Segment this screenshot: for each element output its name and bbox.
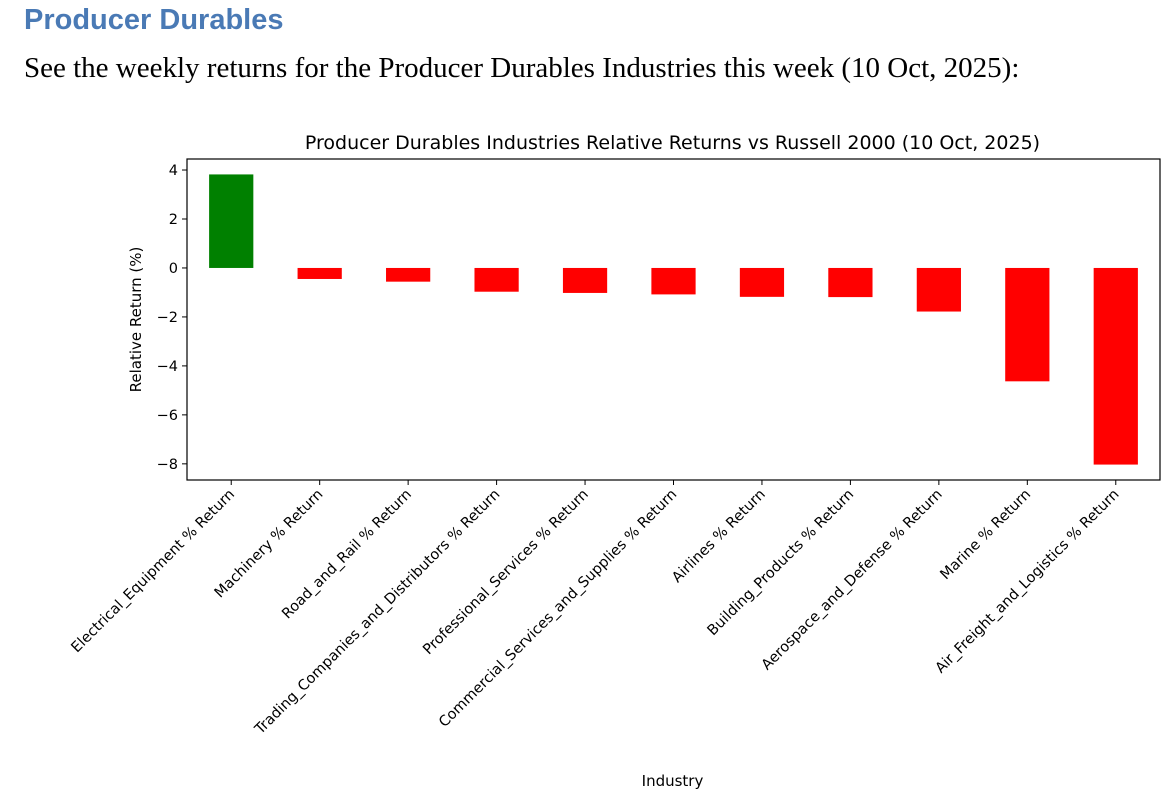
bar-1 (297, 267, 342, 279)
x-tick-label: Air_Freight_and_Logistics % Return (933, 487, 1123, 677)
x-tick-label: Building_Products % Return (705, 487, 858, 640)
intro-paragraph: See the weekly returns for the Producer … (24, 52, 1020, 84)
x-tick-label: Professional_Services % Return (420, 487, 592, 659)
y-axis-label: Relative Return (%) (127, 247, 145, 393)
x-tick-label: Electrical_Equipment % Return (69, 487, 239, 657)
chart-title: Producer Durables Industries Relative Re… (305, 132, 1040, 154)
bar-9 (1005, 267, 1050, 382)
x-axis-label: Industry (642, 772, 704, 790)
bar-4 (562, 267, 608, 293)
bar-8 (916, 267, 961, 312)
bar-7 (828, 267, 873, 298)
y-tick-label: −6 (157, 408, 178, 424)
bar-2 (386, 267, 431, 282)
bar-0 (209, 174, 254, 268)
plot-frame (186, 158, 1161, 481)
x-tick-label: Marine % Return (938, 487, 1035, 584)
y-tick-label: −8 (157, 457, 178, 473)
section-heading: Producer Durables (24, 4, 284, 36)
y-tick-label: 2 (169, 212, 178, 228)
bar-10 (1093, 267, 1138, 465)
y-tick-label: −4 (157, 359, 178, 375)
bar-6 (739, 267, 785, 297)
y-tick-label: 0 (169, 261, 178, 277)
x-tick-label: Airlines % Return (669, 487, 769, 587)
x-tick-label: Aerospace_and_Defense % Return (759, 487, 946, 674)
y-tick-label: 4 (169, 163, 178, 179)
bar-5 (651, 267, 696, 295)
bar-3 (474, 267, 519, 292)
y-tick-label: −2 (157, 310, 178, 326)
